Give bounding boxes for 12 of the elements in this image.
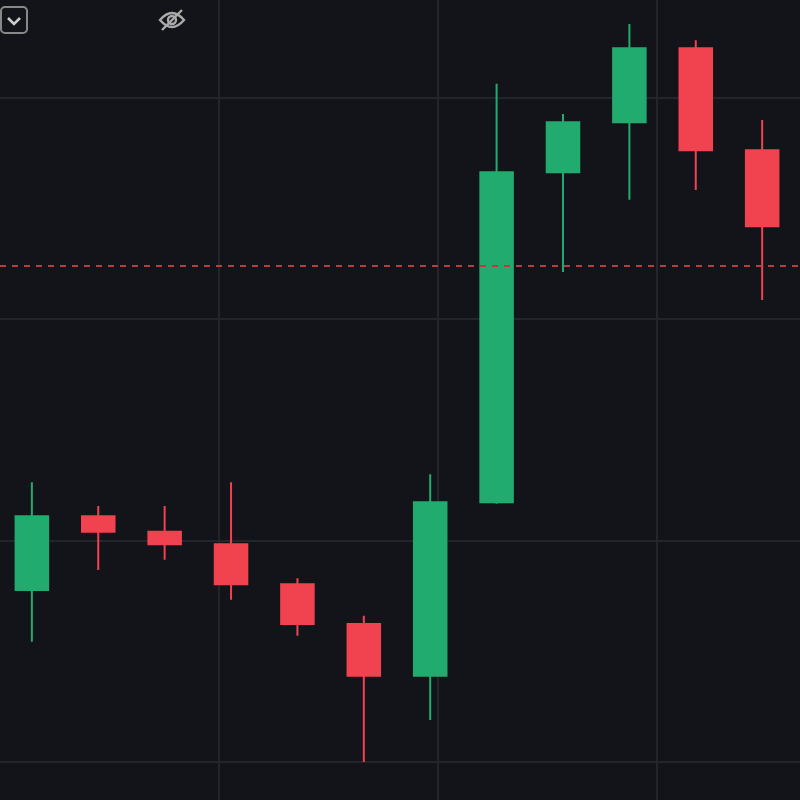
candlestick (346, 614, 382, 763)
candlestick (213, 481, 249, 601)
candlestick (280, 577, 315, 637)
candlestick (147, 504, 182, 561)
candlestick (412, 473, 448, 721)
candlestick (612, 22, 647, 201)
candlestick (81, 504, 116, 572)
candlestick (545, 113, 581, 273)
candlestick (678, 39, 714, 192)
candlestick (744, 118, 780, 301)
candlestick (479, 82, 514, 505)
candlestick (14, 481, 50, 643)
